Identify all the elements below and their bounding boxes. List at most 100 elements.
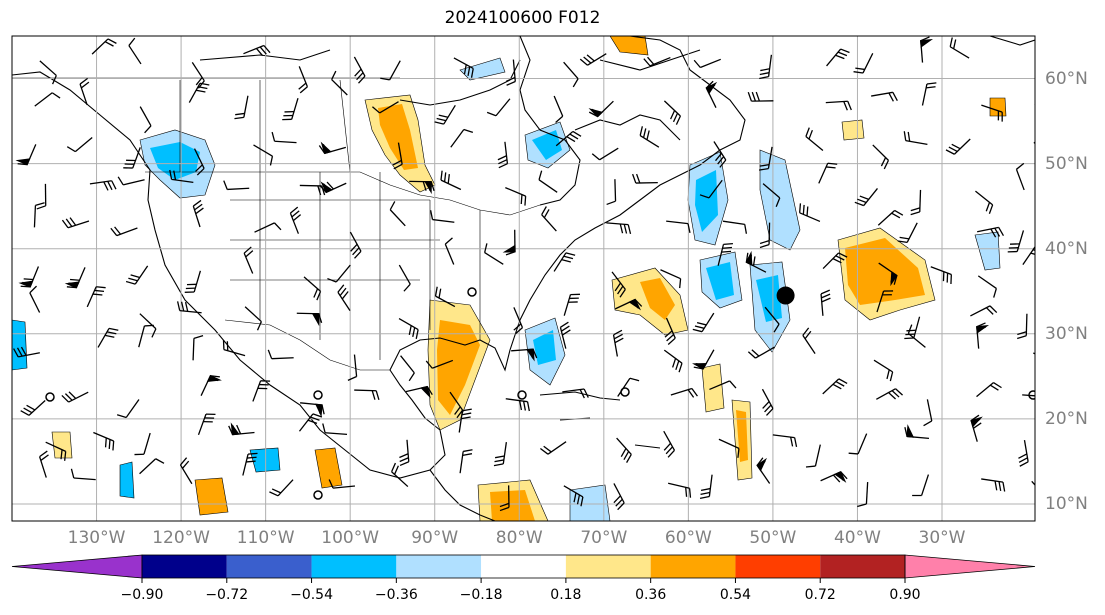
wind-barb xyxy=(805,444,821,468)
wind-barb xyxy=(756,457,771,484)
wind-barb xyxy=(34,92,61,107)
negative-anomaly-se xyxy=(569,484,611,521)
wind-barb xyxy=(184,270,202,293)
wind-barb xyxy=(1015,162,1025,191)
wind-barb xyxy=(660,269,682,289)
latitude-label: 50°N xyxy=(1045,153,1088,174)
wind-barb xyxy=(222,340,246,357)
wind-barb xyxy=(328,479,356,489)
wind-barb xyxy=(588,100,614,118)
wind-barb xyxy=(322,423,348,436)
wind-barb xyxy=(66,136,93,153)
negative-anomaly-pac xyxy=(12,319,28,371)
wind-barb xyxy=(903,131,928,146)
negative-anomaly-carib-core xyxy=(533,330,556,365)
wind-barb xyxy=(453,57,474,78)
wind-barb xyxy=(36,183,47,210)
wind-barb xyxy=(663,100,681,125)
wind-barb xyxy=(822,378,848,395)
wind-barb xyxy=(15,144,37,166)
wind-barb xyxy=(553,252,576,272)
colorbar-extend-low xyxy=(11,554,143,579)
wind-barb xyxy=(912,474,930,497)
wind-barb xyxy=(243,44,271,57)
wind-barb xyxy=(243,246,254,274)
colorbar-label: −0.90 xyxy=(120,587,164,603)
negative-anomaly-sw xyxy=(119,461,135,499)
wind-barb xyxy=(193,148,205,176)
wind-barbs xyxy=(13,36,1035,512)
wind-barb xyxy=(134,432,151,456)
wind-barb xyxy=(169,169,194,184)
wind-barb xyxy=(745,250,767,273)
storm-center-marker xyxy=(776,286,795,305)
wind-barb xyxy=(33,202,45,228)
wind-barb xyxy=(110,226,138,237)
wind-barb xyxy=(61,391,89,403)
wind-barb xyxy=(805,127,824,151)
wind-barb xyxy=(718,438,740,458)
wind-barb xyxy=(429,210,455,223)
colorbar-label: −0.18 xyxy=(459,587,503,603)
wind-barb xyxy=(337,284,351,312)
wind-barb xyxy=(541,206,557,232)
wind-barb xyxy=(450,128,474,148)
wind-barb xyxy=(802,327,816,355)
positive-anomaly-pac-s xyxy=(194,477,229,516)
wind-barb xyxy=(876,388,904,400)
wind-barb xyxy=(380,60,401,81)
wind-barb xyxy=(854,188,878,207)
wind-barb xyxy=(197,413,216,436)
wind-barb xyxy=(188,82,210,103)
longitude-label: 80°W xyxy=(495,528,543,548)
wind-barb xyxy=(139,458,165,475)
wind-barb xyxy=(398,318,419,339)
wind-barb xyxy=(18,266,40,288)
wind-barb xyxy=(920,36,934,63)
wind-barb xyxy=(877,209,904,226)
longitude-label: 110°W xyxy=(236,528,295,548)
wind-barb xyxy=(759,54,773,80)
wind-barb xyxy=(907,324,926,348)
wind-barb xyxy=(747,91,774,102)
graticule xyxy=(12,36,1035,521)
colorbar-frame xyxy=(141,554,906,579)
wind-barb xyxy=(458,408,472,433)
colorbar-swatch xyxy=(565,555,651,578)
wind-barb xyxy=(70,468,96,481)
colorbar-label: 0.36 xyxy=(635,587,667,603)
wind-barb xyxy=(459,449,473,474)
wind-barb xyxy=(434,286,456,308)
wind-barb xyxy=(553,95,564,123)
wind-barb xyxy=(663,430,676,458)
wind-barb xyxy=(505,187,527,206)
wind-barb xyxy=(717,242,733,266)
wind-barb xyxy=(709,380,737,391)
wind-barb xyxy=(405,385,433,399)
anomaly-shading xyxy=(12,36,1007,521)
positive-anomaly-greenland xyxy=(609,36,649,56)
wind-barb xyxy=(848,433,868,455)
wind-barb xyxy=(670,387,698,398)
wind-barb xyxy=(61,217,90,229)
wind-barb xyxy=(300,402,325,418)
longitude-label: 100°W xyxy=(321,528,380,548)
positive-anomaly-pac2 xyxy=(51,431,73,459)
wind-barb xyxy=(872,144,890,170)
wind-barb xyxy=(762,183,781,207)
wind-barb xyxy=(349,231,362,259)
wind-barb xyxy=(667,482,692,498)
wind-barb xyxy=(296,312,323,327)
colorbar-extend-high xyxy=(904,554,1036,579)
wind-barb xyxy=(538,170,558,193)
wind-barb xyxy=(799,203,821,223)
wind-barb xyxy=(857,482,869,508)
wind-barb xyxy=(970,305,998,317)
wind-barb xyxy=(643,56,671,67)
wind-barb xyxy=(981,104,1003,122)
wind-barb xyxy=(631,173,658,184)
longitude-label: 120°W xyxy=(152,528,210,548)
wind-barb xyxy=(242,452,258,476)
wind-barb xyxy=(64,267,86,289)
positive-anomaly-mex-s xyxy=(314,447,343,489)
